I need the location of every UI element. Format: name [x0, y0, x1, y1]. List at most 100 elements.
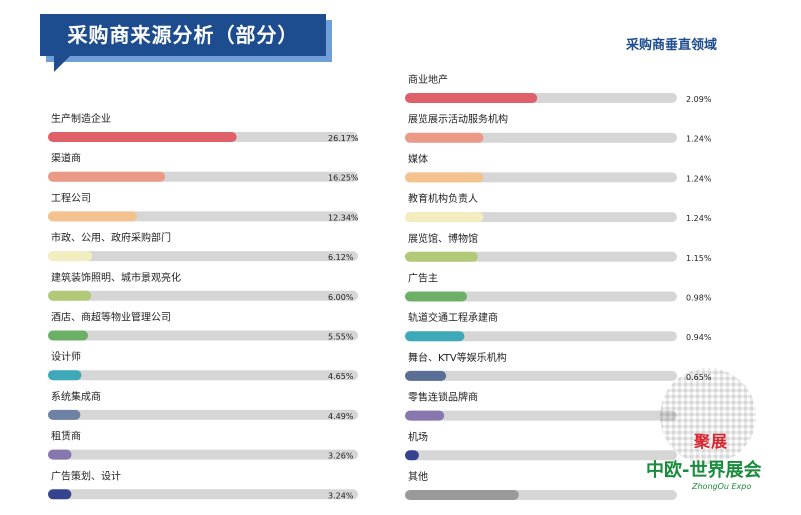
- bar-group: 轨道交通工程承建商 0.94%: [405, 311, 712, 342]
- category-label: 市政、公用、政府采购部门: [51, 231, 171, 244]
- bar-group: 展览展示活动服务机构 1.24%: [405, 113, 712, 144]
- category-label: 租赁商: [51, 430, 81, 443]
- bar-track: [48, 449, 358, 460]
- value-label: 3.26%: [328, 452, 354, 461]
- category-label: 渠道商: [51, 152, 81, 165]
- value-label: 5.55%: [328, 333, 354, 342]
- value-label: 12.34%: [328, 213, 359, 222]
- bar: [48, 409, 81, 420]
- bar-group: 设计师 4.65%: [48, 350, 358, 381]
- category-label: 轨道交通工程承建商: [408, 311, 498, 324]
- category-label: 生产制造企业: [51, 112, 111, 125]
- bar: [48, 171, 166, 182]
- value-label: 16.25%: [328, 174, 359, 183]
- bar-group: 零售连锁品牌商: [405, 391, 677, 421]
- category-label: 广告主: [408, 272, 438, 285]
- category-label: 教育机构负责人: [408, 192, 478, 205]
- page-title: 采购商来源分析（部分）: [67, 23, 299, 47]
- bar: [405, 93, 538, 103]
- qr-code-icon: [660, 368, 756, 464]
- category-label: 舞台、KTV等娱乐机构: [408, 351, 507, 364]
- title-banner-panel: [40, 14, 326, 56]
- bar-group: 市政、公用、政府采购部门 6.12%: [48, 231, 358, 262]
- value-label: 26.17%: [328, 134, 359, 143]
- bar-track: [48, 489, 358, 500]
- bar: [48, 132, 237, 142]
- bar: [405, 132, 484, 143]
- bar-track: [405, 370, 677, 381]
- bar: [405, 212, 484, 223]
- bar-group: 媒体 1.24%: [405, 153, 712, 183]
- value-label: 0.94%: [686, 333, 712, 342]
- watermark-top-text: 聚展: [694, 432, 729, 451]
- bar: [405, 450, 419, 461]
- bar-track: [48, 370, 358, 381]
- title-banner-tail: [54, 56, 70, 72]
- value-label: 1.24%: [686, 135, 712, 144]
- bar-group: 广告策划、设计 3.24%: [48, 469, 358, 500]
- value-label: 0.65%: [686, 373, 712, 382]
- value-label: 1.24%: [686, 174, 712, 183]
- bar: [48, 449, 72, 460]
- bar-group: 广告主 0.98%: [405, 272, 712, 303]
- title-banner: 采购商来源分析（部分）: [40, 14, 332, 72]
- category-label: 机场: [408, 430, 428, 443]
- watermark-main-text: 中欧-世界展会: [646, 460, 762, 481]
- category-label: 展览馆、博物馆: [408, 232, 478, 245]
- value-label: 1.24%: [686, 214, 712, 223]
- category-label: 设计师: [51, 350, 81, 363]
- value-label: 3.24%: [328, 491, 354, 500]
- bar-group: 系统集成商 4.49%: [48, 390, 358, 421]
- bar: [405, 331, 465, 342]
- category-label: 其他: [408, 470, 428, 483]
- bar-group: 酒店、商超等物业管理公司 5.55%: [48, 311, 358, 342]
- value-label: 4.49%: [328, 412, 354, 421]
- bar: [405, 410, 445, 421]
- bar-group: 其他: [405, 470, 677, 500]
- bar-track: [48, 251, 358, 262]
- bar: [48, 330, 89, 341]
- bar-group: 建筑装饰照明、城市景观亮化 6.00%: [48, 271, 358, 302]
- value-label: 1.15%: [686, 254, 712, 263]
- bar: [405, 490, 519, 500]
- value-label: 6.12%: [328, 253, 354, 262]
- bar-track: [48, 290, 358, 301]
- bar-track: [405, 450, 677, 461]
- bar-track: [48, 409, 358, 420]
- bar: [48, 489, 72, 500]
- bar: [48, 290, 92, 301]
- bar-group: 展览馆、博物馆 1.15%: [405, 232, 712, 263]
- category-label: 商业地产: [408, 73, 448, 86]
- bar-group: 租赁商 3.26%: [48, 430, 358, 461]
- subtitle: 采购商垂直领域: [625, 38, 717, 53]
- bar-group: 教育机构负责人 1.24%: [405, 192, 712, 223]
- bar-group: 舞台、KTV等娱乐机构 0.65%: [405, 351, 712, 382]
- bar: [48, 251, 93, 262]
- watermark-sub-text: ZhongOu Expo: [692, 482, 752, 491]
- bar-track: [48, 330, 358, 341]
- bar-group: 商业地产 2.09%: [405, 73, 712, 104]
- category-label: 工程公司: [51, 192, 91, 204]
- category-label: 零售连锁品牌商: [408, 391, 478, 404]
- value-label: 4.65%: [328, 372, 354, 381]
- bar-track: [405, 410, 677, 421]
- bar-group: 生产制造企业 26.17%: [48, 112, 359, 143]
- bar: [405, 172, 484, 183]
- category-label: 系统集成商: [51, 390, 101, 403]
- bar: [405, 251, 478, 262]
- bar: [405, 291, 467, 302]
- bar-group: 渠道商 16.25%: [48, 152, 359, 183]
- category-label: 媒体: [408, 153, 428, 165]
- watermark: 聚展 中欧-世界展会 ZhongOu Expo: [636, 368, 796, 510]
- bar: [48, 211, 137, 222]
- bar-track: [405, 291, 677, 302]
- bar: [405, 370, 447, 381]
- value-label: 2.09%: [686, 95, 712, 104]
- bar-group: 工程公司 12.34%: [48, 192, 359, 222]
- category-label: 酒店、商超等物业管理公司: [51, 311, 171, 324]
- value-label: 0.98%: [686, 294, 712, 303]
- bar-group: 机场: [405, 430, 677, 461]
- bar: [48, 370, 82, 381]
- category-label: 建筑装饰照明、城市景观亮化: [51, 271, 181, 284]
